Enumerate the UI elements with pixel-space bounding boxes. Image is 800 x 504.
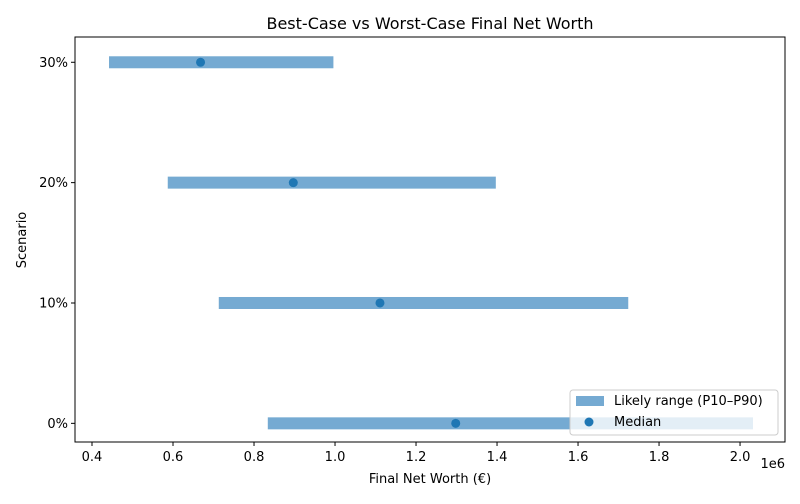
x-tick-label: 2.0 [730, 450, 751, 465]
median-point-0pct [451, 418, 461, 428]
legend-range-swatch [576, 396, 604, 406]
x-tick-label: 1.8 [649, 450, 670, 465]
x-axis-label: Final Net Worth (€) [369, 472, 491, 487]
x-tick-label: 1.2 [406, 450, 427, 465]
y-tick-label: 0% [47, 417, 68, 432]
legend-median-marker [584, 417, 594, 427]
legend-box [569, 389, 779, 436]
y-tick-label: 20% [39, 176, 68, 191]
x-tick-label: 0.8 [244, 450, 265, 465]
x-offset-label: 1e6 [760, 457, 785, 472]
range-bar-10pct [218, 296, 629, 309]
chart-title: Best-Case vs Worst-Case Final Net Worth [266, 14, 593, 33]
range-bar-30pct [109, 56, 334, 69]
y-axis-label: Scenario [15, 212, 30, 269]
median-point-30pct [196, 57, 206, 67]
median-point-20pct [288, 178, 298, 188]
y-tick-label: 10% [39, 296, 68, 311]
x-tick-label: 1.6 [568, 450, 589, 465]
y-tick-label: 30% [39, 56, 68, 71]
plot-frame [74, 36, 786, 443]
legend-range-label: Likely range (P10–P90) [614, 394, 763, 409]
legend: Likely range (P10–P90) Median [569, 389, 779, 436]
x-tick-label: 0.6 [163, 450, 184, 465]
x-tick-label: 1.4 [487, 450, 508, 465]
x-tick-label: 1.0 [325, 450, 346, 465]
x-tick-label: 0.4 [82, 450, 103, 465]
legend-median-label: Median [614, 415, 661, 430]
range-bar-20pct [167, 176, 496, 189]
median-point-10pct [375, 298, 385, 308]
